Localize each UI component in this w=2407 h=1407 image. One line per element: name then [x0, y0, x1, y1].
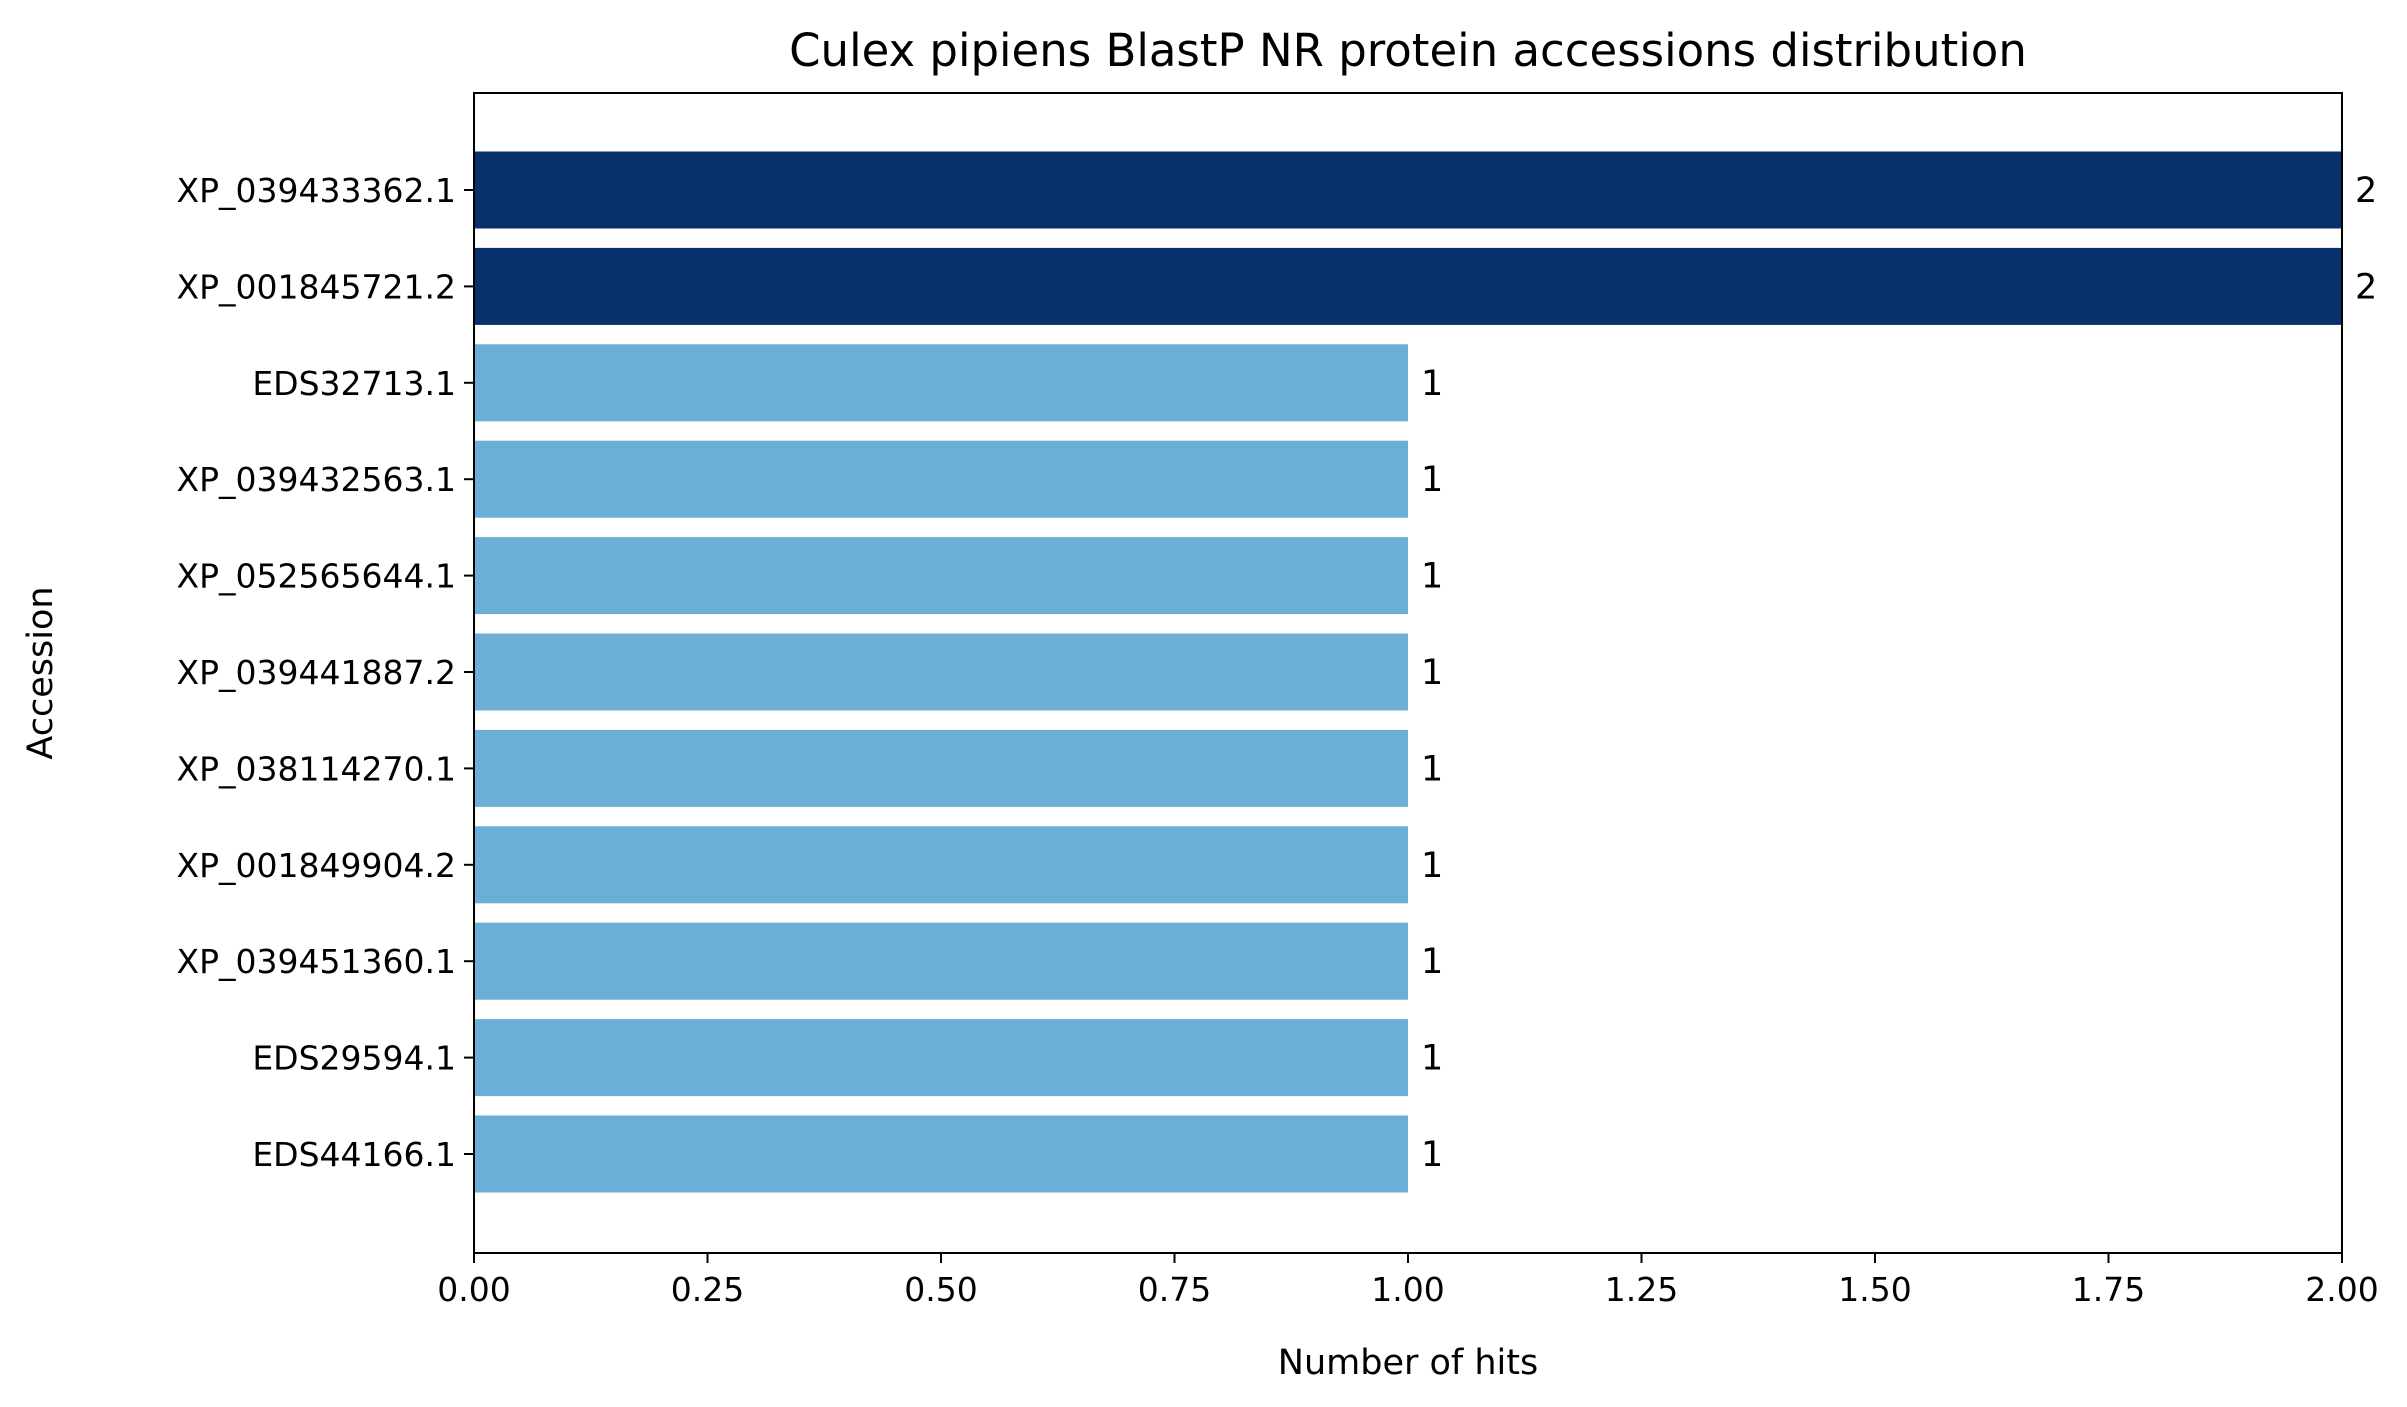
bar — [474, 922, 1408, 1000]
chart-title: Culex pipiens BlastP NR protein accessio… — [789, 24, 2027, 77]
bar-value-label: 1 — [1421, 460, 1443, 500]
bar — [474, 440, 1408, 518]
bar — [474, 729, 1408, 807]
y-ticks-layer: XP_039433362.1 XP_001845721.2 EDS32713.1 XP… — [177, 171, 474, 1174]
y-tick-label: EDS44166.1 — [252, 1135, 456, 1174]
x-tick-label: 1.50 — [1838, 1270, 1911, 1309]
y-tick-label: XP_039441887.2 — [177, 653, 456, 692]
bar — [474, 151, 2342, 229]
y-tick-label: EDS29594.1 — [252, 1039, 456, 1078]
bar-value-label: 1 — [1421, 749, 1443, 789]
bar-value-label: 1 — [1421, 364, 1443, 404]
y-axis-label: Accession — [21, 586, 61, 759]
y-tick-label: XP_052565644.1 — [177, 557, 456, 596]
x-tick-label: 0.75 — [1138, 1270, 1211, 1309]
x-tick-label: 2.00 — [2305, 1270, 2378, 1309]
x-tick-label: 1.00 — [1371, 1270, 1444, 1309]
bar-value-label: 1 — [1421, 846, 1443, 886]
x-tick-label: 1.25 — [1605, 1270, 1678, 1309]
x-ticks-layer: 0.00 0.25 0.50 0.75 1.00 1.25 1.50 1.75 2.00 — [437, 1253, 2379, 1309]
x-axis-label: Number of hits — [1278, 1343, 1538, 1383]
bar — [474, 1115, 1408, 1193]
y-tick-label: EDS32713.1 — [252, 364, 456, 403]
x-tick-label: 1.75 — [2072, 1270, 2145, 1309]
y-tick-label: XP_039432563.1 — [177, 460, 456, 499]
y-tick-label: XP_038114270.1 — [177, 749, 456, 788]
value-labels-layer: 2 2 1 1 1 1 1 1 1 1 1 — [1421, 171, 2377, 1175]
bar-value-label: 1 — [1421, 1135, 1443, 1175]
bar — [474, 633, 1408, 711]
y-tick-label: XP_039451360.1 — [177, 942, 456, 981]
bar — [474, 537, 1408, 615]
bar — [474, 344, 1408, 422]
bar-value-label: 1 — [1421, 557, 1443, 597]
bar-value-label: 1 — [1421, 653, 1443, 693]
bar-value-label: 1 — [1421, 1039, 1443, 1079]
bar-value-label: 2 — [2355, 267, 2377, 307]
bar — [474, 826, 1408, 904]
bar — [474, 247, 2342, 325]
bar — [474, 1019, 1408, 1097]
x-tick-label: 0.00 — [437, 1270, 510, 1309]
bars-layer — [474, 151, 2342, 1193]
bar-value-label: 2 — [2355, 171, 2377, 211]
y-tick-label: XP_039433362.1 — [177, 171, 456, 210]
y-tick-label: XP_001845721.2 — [177, 267, 456, 306]
x-tick-label: 0.50 — [904, 1270, 977, 1309]
x-tick-label: 0.25 — [671, 1270, 744, 1309]
y-tick-label: XP_001849904.2 — [177, 846, 456, 885]
bar-value-label: 1 — [1421, 942, 1443, 982]
